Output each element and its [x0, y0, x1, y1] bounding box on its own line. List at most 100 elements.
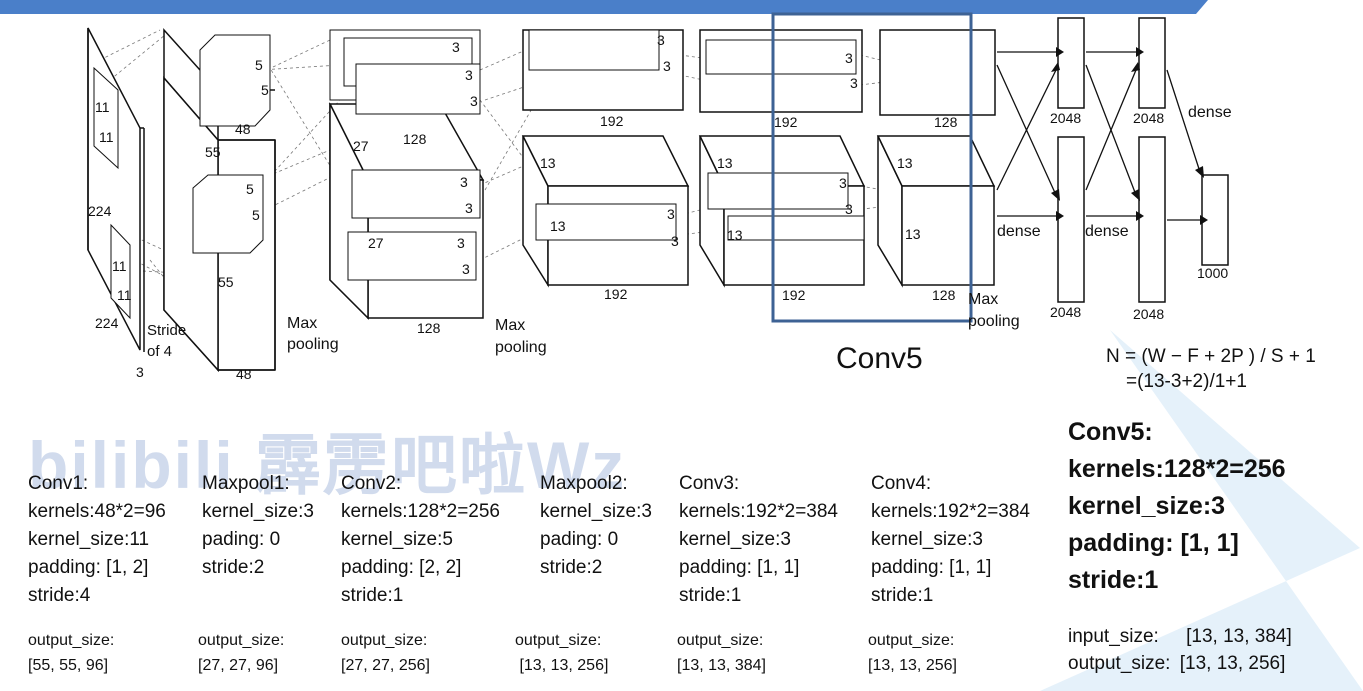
layer-title: Conv3: — [679, 473, 740, 494]
conv4-kernel-1: 3 — [845, 50, 853, 66]
conv4-blocks — [698, 29, 866, 288]
layer-title: Conv4: — [871, 473, 932, 494]
conv4-output: output_size: [13, 13, 256] — [868, 628, 957, 678]
output-value: [55, 55, 96] — [28, 657, 109, 674]
maxpool2-output: output_size: [13, 13, 256] — [515, 628, 608, 678]
conv5-io-sizes: input_size: [13, 13, 384] output_size: [… — [1068, 623, 1292, 677]
max-pooling-2-a: Max — [495, 317, 525, 334]
conv3-top-depth: 192 — [600, 113, 624, 129]
layer-param: stride:2 — [202, 557, 265, 578]
conv3-bottom-depth: 192 — [604, 286, 628, 302]
output-value: [13, 13, 256] — [515, 657, 609, 674]
max-pooling-3-b: pooling — [968, 313, 1020, 330]
max-pooling-3-a: Max — [968, 291, 998, 308]
layer-param: pading: 0 — [540, 529, 619, 550]
conv2-size: 27 — [353, 138, 369, 154]
conv4-bottom-depth: 192 — [782, 287, 806, 303]
conv2-kernel-6: 3 — [457, 235, 465, 251]
fc1-top-size: 2048 — [1050, 110, 1081, 126]
output-label: output_size: — [677, 632, 764, 649]
dense-label-1: dense — [997, 223, 1041, 240]
conv1-bottom-kernel-b: 5 — [252, 207, 260, 223]
layer-param: kernel_size:3 — [540, 501, 652, 522]
layer-title: Conv2: — [341, 473, 402, 494]
conv1-params: Conv1: kernels:48*2=96 kernel_size:11 pa… — [28, 470, 166, 610]
maxpool1-params: Maxpool1: kernel_size:3 pading: 0 stride… — [202, 470, 314, 582]
input-dim-w: 224 — [95, 315, 119, 331]
conv5-stride: stride:1 — [1068, 566, 1159, 594]
conv5-output-label: output_size: — [1068, 653, 1171, 674]
conv2-size2: 27 — [368, 235, 384, 251]
layer-param: kernels:128*2=256 — [341, 501, 500, 522]
stride-label-2: of 4 — [147, 343, 172, 360]
maxpool2-params: Maxpool2: kernel_size:3 pading: 0 stride… — [540, 470, 652, 582]
conv5-size2: 13 — [905, 226, 921, 242]
input-layer — [87, 27, 145, 352]
max-pooling-1-a: Max — [287, 315, 317, 332]
conv3-blocks — [521, 29, 690, 288]
layer-param: stride:1 — [341, 585, 404, 606]
input-kernel-b: 11 — [99, 129, 114, 145]
output-value: [27, 27, 96] — [198, 657, 279, 674]
conv5-kernel-size: kernel_size:3 — [1068, 492, 1226, 520]
conv5-output-value: [13, 13, 256] — [1179, 653, 1286, 674]
conv4-kernel-3: 3 — [839, 175, 847, 191]
conv3-output: output_size: [13, 13, 384] — [677, 628, 766, 678]
layer-param: stride:2 — [540, 557, 603, 578]
fc1-bottom-size: 2048 — [1050, 304, 1081, 320]
formula-line-2: =(13-3+2)/1+1 — [1126, 371, 1247, 392]
conv3-kernel-2: 3 — [663, 58, 671, 74]
conv2-blocks — [328, 29, 485, 320]
input-kernel-d: 11 — [117, 287, 132, 303]
layer-param: padding: [1, 1] — [679, 557, 800, 578]
fc-arrows — [996, 47, 1208, 225]
layer-param: padding: [1, 2] — [28, 557, 149, 578]
layer-title: Maxpool1: — [202, 473, 290, 494]
conv1-top-kernel-a: 5 — [255, 57, 263, 73]
watermark-text: bilibili 霹雳吧啦Wz — [28, 428, 627, 502]
conv2-kernel-2: 3 — [465, 67, 473, 83]
conv1-bottom-kernel-a: 5 — [246, 181, 254, 197]
alexnet-architecture-diagram: 224 224 3 11 11 11 11 Stride of 4 5 5 5 … — [0, 0, 1232, 382]
layer-title: Conv1: — [28, 473, 89, 494]
conv2-kernel-7: 3 — [462, 261, 470, 277]
conv5-highlight-box — [771, 12, 973, 323]
output-size-formula: N = (W − F + 2P ) / S + 1 =(13-3+2)/1+1 — [1106, 344, 1316, 394]
conv1-top-kernel-b: 5 — [261, 82, 269, 98]
layer-param: stride:1 — [679, 585, 742, 606]
input-kernel-c: 11 — [112, 258, 127, 274]
max-pooling-2-b: pooling — [495, 339, 547, 356]
output-label: output_size: — [341, 632, 428, 649]
input-kernel-a: 11 — [95, 99, 110, 115]
conv4-kernel-2: 3 — [850, 75, 858, 91]
conv5-input-value: [13, 13, 384] — [1186, 626, 1292, 647]
layer-param: padding: [2, 2] — [341, 557, 462, 578]
maxpool1-output: output_size: [27, 27, 96] — [198, 628, 284, 678]
output-value: [13, 13, 256] — [868, 657, 957, 674]
conv2-output: output_size: [27, 27, 256] — [341, 628, 430, 678]
diagram-labels: 224 224 3 11 11 11 11 Stride of 4 5 5 5 … — [88, 32, 1232, 382]
fc-output-size: 1000 — [1197, 265, 1228, 281]
layer-param: kernel_size:3 — [871, 529, 983, 550]
layer-param: kernel_size:3 — [202, 501, 314, 522]
layer-param: kernel_size:5 — [341, 529, 453, 550]
layer-param: kernels:192*2=384 — [871, 501, 1030, 522]
conv2-kernel-1: 3 — [452, 39, 460, 55]
conv5-params: Conv5: kernels:128*2=256 kernel_size:3 p… — [1068, 414, 1286, 599]
fc-layers — [1057, 17, 1229, 303]
output-label: output_size: — [28, 632, 115, 649]
conv1-output: output_size: [55, 55, 96] — [28, 628, 114, 678]
conv3-params: Conv3: kernels:192*2=384 kernel_size:3 p… — [679, 470, 838, 610]
conv5-title: Conv5: — [1068, 418, 1153, 446]
layer-param: stride:4 — [28, 585, 91, 606]
conv3-kernel-1: 3 — [657, 32, 665, 48]
conv2-kernel-3: 3 — [470, 93, 478, 109]
layer-param: kernels:48*2=96 — [28, 501, 166, 522]
conv5-output-row: output_size: [13, 13, 256] — [1068, 650, 1292, 677]
layer-title: Maxpool2: — [540, 473, 628, 494]
conv1-top-depth: 48 — [235, 121, 251, 137]
conv2-kernel-4: 3 — [460, 174, 468, 190]
conv4-kernel-4: 3 — [845, 201, 853, 217]
conv5-kernels: kernels:128*2=256 — [1068, 455, 1286, 483]
